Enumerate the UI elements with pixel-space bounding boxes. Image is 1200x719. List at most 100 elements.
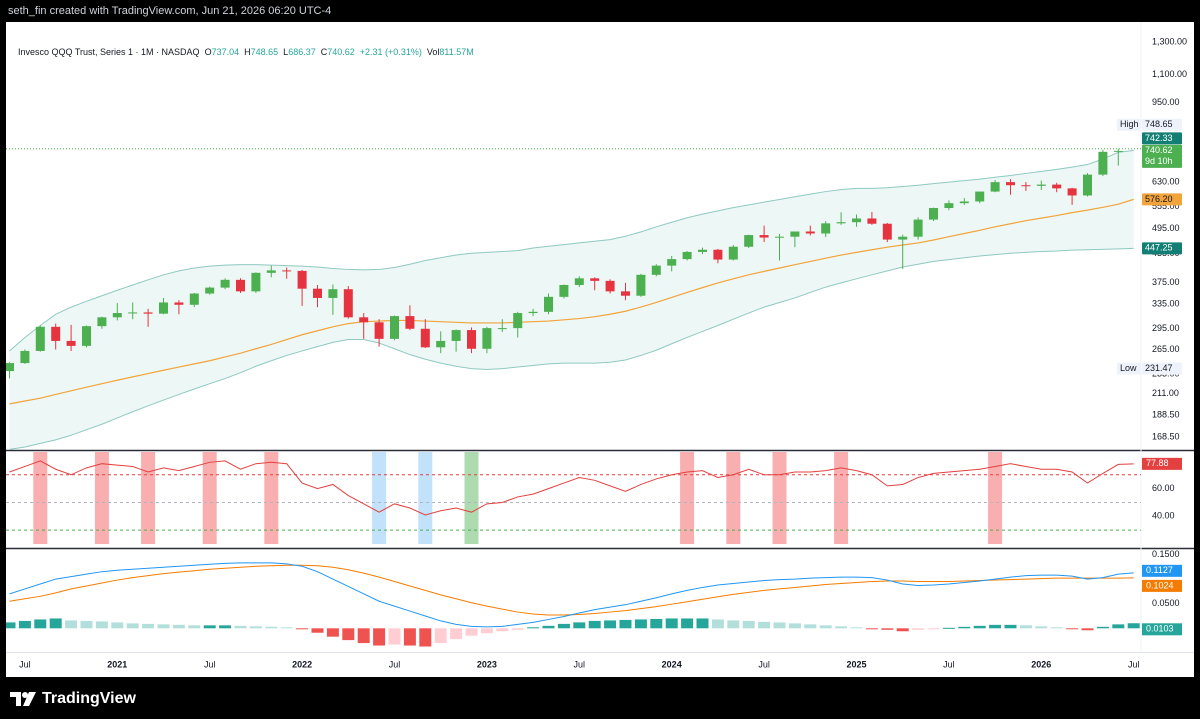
candle-body[interactable] bbox=[451, 330, 461, 341]
candle-body[interactable] bbox=[159, 302, 168, 314]
candle-body[interactable] bbox=[405, 316, 415, 329]
macd-histogram-bar bbox=[989, 624, 1002, 629]
candle-body[interactable] bbox=[975, 191, 985, 202]
tradingview-logo[interactable]: TradingView bbox=[10, 690, 136, 708]
candle-body[interactable] bbox=[497, 328, 507, 330]
macd-histogram-bar bbox=[95, 621, 108, 629]
candle-body[interactable] bbox=[35, 326, 45, 351]
candle-body[interactable] bbox=[1098, 151, 1108, 175]
candle-body[interactable] bbox=[251, 272, 261, 292]
candle-body[interactable] bbox=[667, 259, 677, 266]
price-tick-label: 265.00 bbox=[1152, 344, 1180, 354]
candle-body[interactable] bbox=[420, 328, 430, 348]
candle-body[interactable] bbox=[513, 313, 523, 329]
candle-body[interactable] bbox=[882, 223, 892, 240]
candle-body[interactable] bbox=[574, 278, 584, 285]
candle-body[interactable] bbox=[544, 296, 553, 312]
candle-body[interactable] bbox=[621, 291, 630, 296]
macd-histogram-bar bbox=[958, 626, 971, 629]
candle-body[interactable] bbox=[775, 236, 784, 238]
candle-body[interactable] bbox=[220, 279, 230, 288]
candle-body[interactable] bbox=[1036, 184, 1046, 186]
candle-body[interactable] bbox=[713, 249, 723, 260]
time-tick-label: Jul bbox=[19, 659, 31, 669]
candle-body[interactable] bbox=[805, 231, 815, 234]
candle-body[interactable] bbox=[297, 270, 307, 289]
candle-body[interactable] bbox=[759, 235, 769, 238]
candle-body[interactable] bbox=[112, 313, 122, 318]
macd-histogram-bar bbox=[188, 625, 201, 629]
price-tick-label: 211.00 bbox=[1152, 388, 1179, 398]
candle-body[interactable] bbox=[1006, 182, 1015, 186]
macd-histogram-bar bbox=[942, 627, 955, 629]
candle-body[interactable] bbox=[51, 326, 61, 341]
candle-body[interactable] bbox=[867, 218, 877, 224]
rsi-tick-label: 40.00 bbox=[1152, 511, 1175, 521]
candle-body[interactable] bbox=[836, 222, 846, 224]
candle-body[interactable] bbox=[651, 265, 661, 275]
candle-body[interactable] bbox=[990, 182, 1000, 192]
price-tick-label: 1,100.00 bbox=[1152, 69, 1187, 79]
candle-body[interactable] bbox=[390, 316, 399, 339]
legend-change: +2.31 (+0.31%) bbox=[359, 47, 422, 57]
candle-body[interactable] bbox=[205, 287, 215, 294]
candle-body[interactable] bbox=[467, 330, 476, 349]
candle-body[interactable] bbox=[343, 289, 353, 318]
price-label-bg bbox=[1142, 242, 1182, 255]
candle-body[interactable] bbox=[236, 279, 245, 292]
candle-body[interactable] bbox=[313, 288, 322, 298]
candle-body[interactable] bbox=[852, 218, 861, 223]
candle-body[interactable] bbox=[959, 201, 969, 204]
candle-body[interactable] bbox=[436, 340, 446, 348]
macd-histogram-bar bbox=[696, 618, 709, 629]
candle-body[interactable] bbox=[636, 274, 646, 296]
candle-body[interactable] bbox=[282, 270, 292, 272]
chart-svg[interactable]: 1,300.00 1,100.00 950.00 630.00 555.00 495.00… bbox=[3, 22, 1194, 677]
macd-histogram-bar bbox=[681, 618, 694, 629]
candle-body[interactable] bbox=[682, 251, 692, 260]
candle-body[interactable] bbox=[128, 312, 138, 314]
price-tick-label: 630.00 bbox=[1152, 177, 1180, 187]
candle-body[interactable] bbox=[528, 311, 538, 314]
price-label-bg bbox=[1142, 144, 1182, 157]
candle-body[interactable] bbox=[728, 246, 738, 260]
macd-histogram-bar bbox=[172, 624, 185, 629]
candle-body[interactable] bbox=[482, 328, 492, 349]
candle-body[interactable] bbox=[189, 293, 199, 305]
candle-body[interactable] bbox=[559, 284, 569, 297]
candle-body[interactable] bbox=[20, 350, 30, 364]
candle-body[interactable] bbox=[359, 317, 369, 323]
candle-body[interactable] bbox=[944, 203, 954, 209]
rsi-highlight-bar bbox=[372, 452, 387, 544]
bollinger-band-fill bbox=[9, 150, 1134, 450]
candle-body[interactable] bbox=[97, 317, 107, 327]
candle-body[interactable] bbox=[898, 236, 908, 240]
candle-body[interactable] bbox=[790, 231, 800, 237]
candle-body[interactable] bbox=[266, 270, 276, 273]
candle-body[interactable] bbox=[5, 363, 14, 372]
macd-histogram-bar bbox=[265, 626, 278, 629]
macd-value-bg bbox=[1142, 564, 1182, 577]
candle-body[interactable] bbox=[1113, 150, 1123, 152]
candle-body[interactable] bbox=[929, 208, 938, 220]
rsi-tick-label: 60.00 bbox=[1152, 483, 1175, 493]
candle-body[interactable] bbox=[821, 223, 831, 234]
candle-body[interactable] bbox=[913, 219, 923, 237]
candle-body[interactable] bbox=[605, 280, 615, 292]
candle-body[interactable] bbox=[82, 326, 91, 346]
candle-body[interactable] bbox=[1021, 185, 1031, 187]
candle-body[interactable] bbox=[1083, 174, 1092, 196]
time-tick-label: Jul bbox=[574, 659, 586, 669]
candle-body[interactable] bbox=[1067, 188, 1077, 196]
macd-histogram-bar bbox=[49, 618, 62, 629]
price-tick-label: 188.50 bbox=[1152, 410, 1180, 420]
candle-body[interactable] bbox=[174, 302, 184, 305]
candle-body[interactable] bbox=[143, 312, 153, 314]
candle-body[interactable] bbox=[744, 235, 754, 247]
candle-body[interactable] bbox=[328, 289, 338, 298]
candle-body[interactable] bbox=[374, 322, 384, 339]
candle-body[interactable] bbox=[698, 249, 707, 252]
candle-body[interactable] bbox=[590, 278, 600, 281]
candle-body[interactable] bbox=[1052, 184, 1062, 189]
candle-body[interactable] bbox=[66, 340, 76, 346]
